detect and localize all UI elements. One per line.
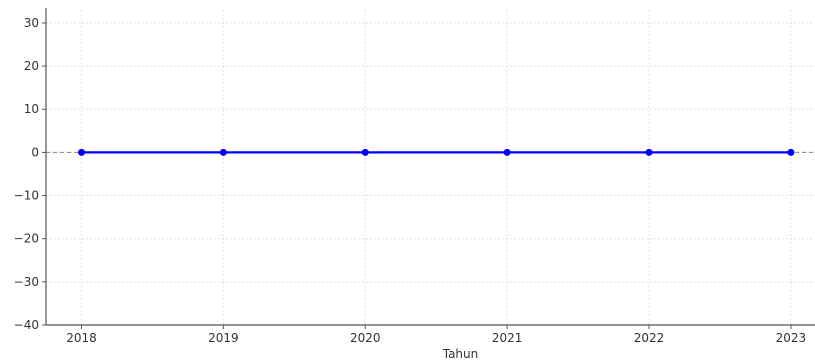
- x-ticks: 2018 2019 2020 2021 2022 2023: [66, 325, 806, 345]
- x-tick-label: 2018: [66, 331, 97, 345]
- y-tick-label: 0: [31, 145, 39, 159]
- data-point: [503, 148, 511, 156]
- x-axis-label: Tahun: [442, 347, 479, 361]
- y-tick-label: 30: [24, 16, 39, 30]
- data-point: [77, 148, 85, 156]
- x-tick-label: 2023: [776, 331, 807, 345]
- grid: [46, 10, 815, 326]
- series-layer: [77, 148, 795, 156]
- data-point: [645, 148, 653, 156]
- x-tick-label: 2020: [350, 331, 381, 345]
- x-tick-label: 2021: [492, 331, 523, 345]
- data-point: [361, 148, 369, 156]
- x-tick-label: 2019: [208, 331, 239, 345]
- y-tick-label: 10: [24, 102, 39, 116]
- y-tick-label: −30: [14, 275, 39, 289]
- y-tick-label: −20: [14, 232, 39, 246]
- axes: [45, 8, 815, 326]
- y-ticks: −40 −30 −20 −10 0 10 20 30: [14, 16, 46, 332]
- data-point: [787, 148, 795, 156]
- data-point: [219, 148, 227, 156]
- y-tick-label: 20: [24, 59, 39, 73]
- x-tick-label: 2022: [634, 331, 665, 345]
- y-tick-label: −10: [14, 189, 39, 203]
- y-tick-label: −40: [14, 318, 39, 332]
